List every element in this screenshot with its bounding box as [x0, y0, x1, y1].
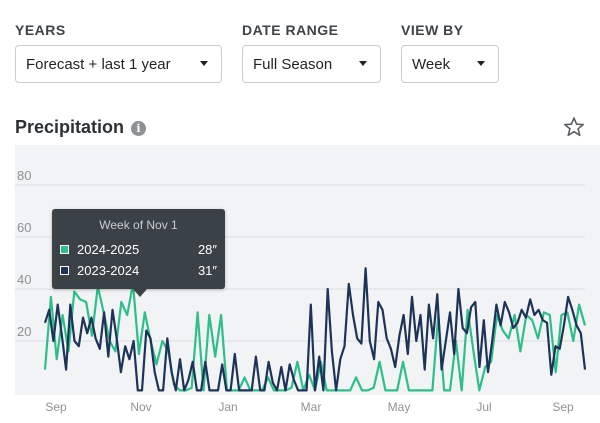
star-icon[interactable] [563, 116, 585, 138]
chevron-down-icon [359, 61, 367, 66]
view-by-select[interactable]: Week [401, 45, 499, 83]
x-tick-label: Mar [301, 400, 322, 414]
x-tick-label: Nov [130, 400, 151, 414]
tooltip-title: Week of Nov 1 [99, 218, 178, 232]
date-range-select-value: Full Season [253, 55, 333, 73]
section-title: Precipitation [15, 117, 125, 137]
series-line-2023-2024 [43, 267, 587, 392]
x-tick-label: Sep [45, 400, 67, 414]
x-tick-label: Sep [552, 400, 574, 414]
years-select-value: Forecast + last 1 year [26, 55, 171, 73]
chevron-down-icon [200, 61, 208, 66]
x-tick-label: Jan [218, 400, 237, 414]
y-tick-label: 80 [17, 168, 31, 183]
legend-swatch-2023-2024 [60, 266, 69, 275]
view-by-label: VIEW BY [401, 22, 464, 38]
years-label: YEARS [15, 22, 66, 38]
tooltip-series-name: 2023-2024 [77, 263, 140, 278]
date-range-label: DATE RANGE [242, 22, 339, 38]
legend-swatch-2024-2025 [60, 245, 69, 254]
date-range-select[interactable]: Full Season [242, 45, 381, 83]
tooltip-pointer [133, 289, 147, 297]
y-tick-label: 60 [17, 220, 31, 235]
tooltip-row: 2024-2025 28″ [60, 242, 217, 258]
y-tick-label: 40 [17, 272, 31, 287]
view-by-select-value: Week [412, 55, 451, 73]
info-icon[interactable]: i [131, 121, 146, 136]
y-tick-label: 20 [17, 324, 31, 339]
tooltip-series-name: 2024-2025 [77, 242, 140, 257]
tooltip-row: 2023-2024 31″ [60, 263, 217, 279]
tooltip-series-value: 31″ [197, 263, 217, 278]
chevron-down-icon [477, 61, 485, 66]
x-tick-label: Jul [476, 400, 491, 414]
x-tick-label: May [388, 400, 411, 414]
tooltip-series-value: 28″ [197, 242, 217, 257]
years-select[interactable]: Forecast + last 1 year [15, 45, 222, 83]
chart-tooltip: Week of Nov 1 2024-2025 28″ 2023-2024 31… [52, 209, 225, 297]
